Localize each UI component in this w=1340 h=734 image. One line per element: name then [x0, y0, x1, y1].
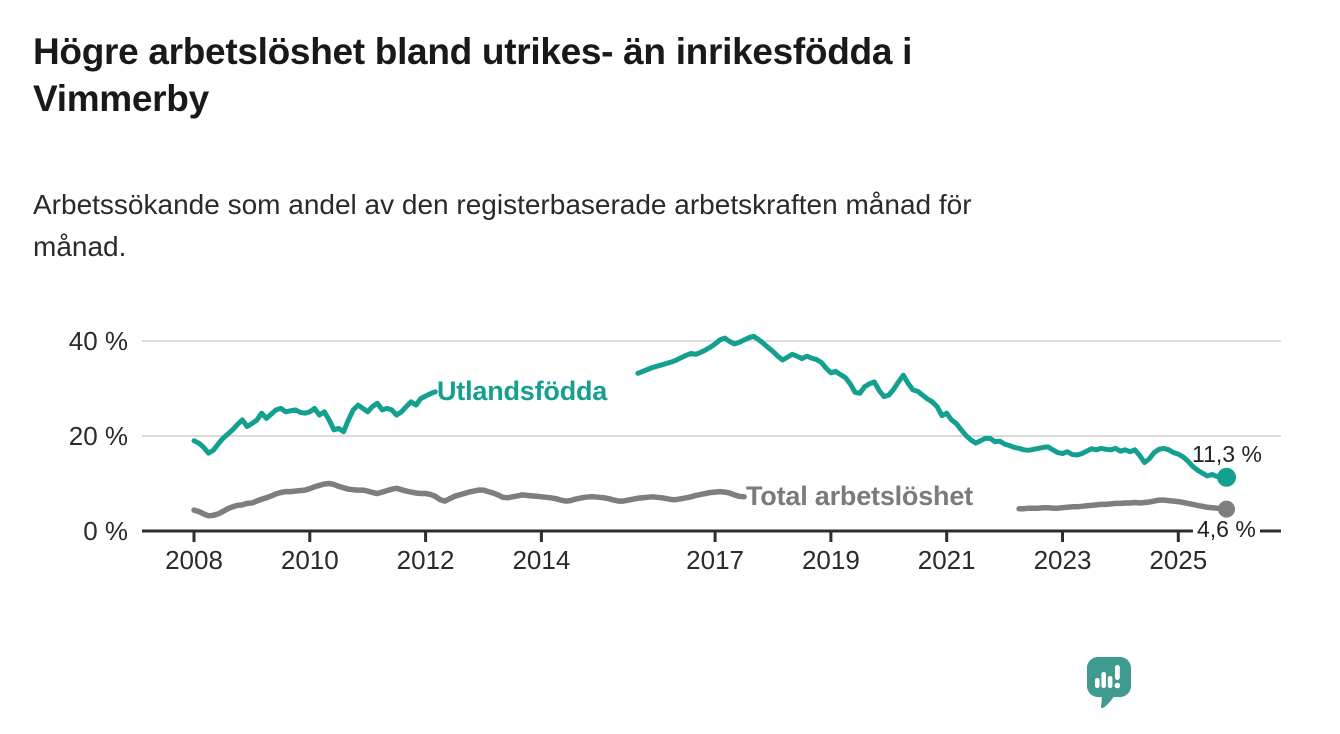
chart-subtitle-line1: Arbetssökande som andel av den registerb… [33, 189, 972, 220]
x-axis-label-2019: 2019 [801, 545, 860, 575]
x-axis-label-2008: 2008 [165, 545, 223, 575]
series-line-1-segment-0 [191, 480, 747, 519]
series-line-1-segment-1 [1016, 497, 1230, 512]
series-label-total-arbetsloshet: Total arbetslöshet [746, 481, 973, 511]
series-label-utlandsfodda: Utlandsfödda [437, 376, 608, 406]
series-end-dot-1 [1218, 500, 1235, 518]
x-axis-label-2025: 2025 [1149, 545, 1208, 575]
series-end-dot-0 [1217, 467, 1236, 487]
x-axis-label-2023: 2023 [1033, 545, 1092, 575]
chart-subtitle: Arbetssökande som andel av den registerb… [33, 184, 972, 268]
end-value-label-total: 4,6 % [1197, 516, 1256, 542]
x-axis-label-2012: 2012 [396, 545, 455, 575]
newsworthy-speech-bubble-icon [1087, 657, 1131, 709]
series-line-0-segment-1 [635, 333, 1229, 480]
series-line-0-segment-0 [191, 389, 438, 456]
y-axis-label-20: 20 % [68, 421, 128, 451]
end-value-label-utlandsfodda: 11,3 % [1192, 441, 1262, 467]
x-axis-label-2014: 2014 [512, 545, 571, 575]
page-title: Högre arbetslöshet bland utrikes- än inr… [33, 28, 912, 122]
page-title-line1: Högre arbetslöshet bland utrikes- än inr… [33, 31, 913, 72]
page-title-line2: Vimmerby [33, 78, 209, 119]
newsworthy-logo: Newsworthy [1086, 656, 1132, 710]
x-axis-label-2017: 2017 [686, 545, 745, 575]
x-axis-label-2010: 2010 [280, 545, 339, 575]
y-axis-label-40: 40 % [68, 326, 128, 356]
y-axis-label-0: 0 % [83, 516, 128, 546]
chart-subtitle-line2: månad. [33, 231, 127, 262]
x-axis-label-2021: 2021 [917, 545, 976, 575]
